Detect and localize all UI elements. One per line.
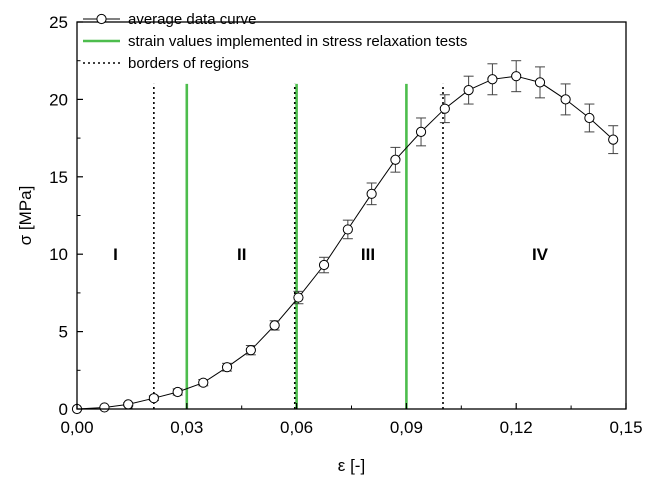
y-axis-label: σ [MPa] [16, 186, 35, 246]
y-tick-label-4: 20 [49, 90, 68, 109]
data-point-12 [366, 188, 377, 199]
x-tick-label-5: 0,15 [609, 418, 642, 437]
x-axis-label: ε [-] [338, 456, 365, 475]
x-tick-label-0: 0,00 [60, 418, 93, 437]
data-point-11 [342, 224, 353, 235]
data-point-22 [608, 134, 619, 145]
legend-label-2: borders of regions [128, 55, 249, 72]
data-point-17 [487, 74, 498, 85]
data-point-5 [198, 377, 209, 388]
region-label-III: III [361, 245, 375, 264]
legend-label-0: average data curve [128, 11, 256, 28]
data-point-9 [293, 292, 304, 303]
x-tick-label-4: 0,12 [500, 418, 533, 437]
data-point-21 [584, 112, 595, 124]
data-point-14 [415, 126, 427, 138]
region-label-IV: IV [532, 245, 549, 264]
legend-swatch-marker [96, 13, 107, 25]
legend: average data curve strain values implemen… [83, 11, 467, 72]
series-line-0 [76, 75, 614, 410]
axis-ticks: 0,00 0,03 0,06 0,09 0,12 0,15 0 5 10 15 20 25 [49, 13, 642, 437]
data-point-4 [172, 386, 183, 398]
data-point-8 [269, 320, 280, 331]
plot-marks: I II III IV [71, 60, 619, 415]
y-tick-label-2: 10 [49, 245, 68, 264]
data-point-7 [245, 345, 256, 356]
data-point-6 [221, 362, 233, 373]
data-point-15 [439, 103, 450, 114]
data-point-13 [390, 154, 401, 165]
legend-label-1: strain values implemented in stress rela… [128, 33, 467, 50]
data-point-1 [99, 402, 110, 413]
data-point-3 [148, 393, 159, 404]
data-point-10 [318, 259, 330, 271]
data-point-18 [511, 71, 522, 82]
region-label-I: I [113, 245, 118, 264]
x-tick-label-3: 0,09 [390, 418, 423, 437]
data-point-20 [560, 94, 571, 105]
data-point-16 [463, 85, 474, 96]
y-tick-label-3: 15 [49, 168, 68, 187]
y-tick-label-5: 25 [49, 13, 68, 32]
y-tick-label-1: 5 [59, 323, 68, 342]
x-tick-label-2: 0,06 [280, 418, 313, 437]
x-tick-label-1: 0,03 [170, 418, 203, 437]
y-tick-label-0: 0 [59, 400, 68, 419]
region-label-II: II [237, 245, 246, 264]
data-point-19 [534, 77, 546, 88]
